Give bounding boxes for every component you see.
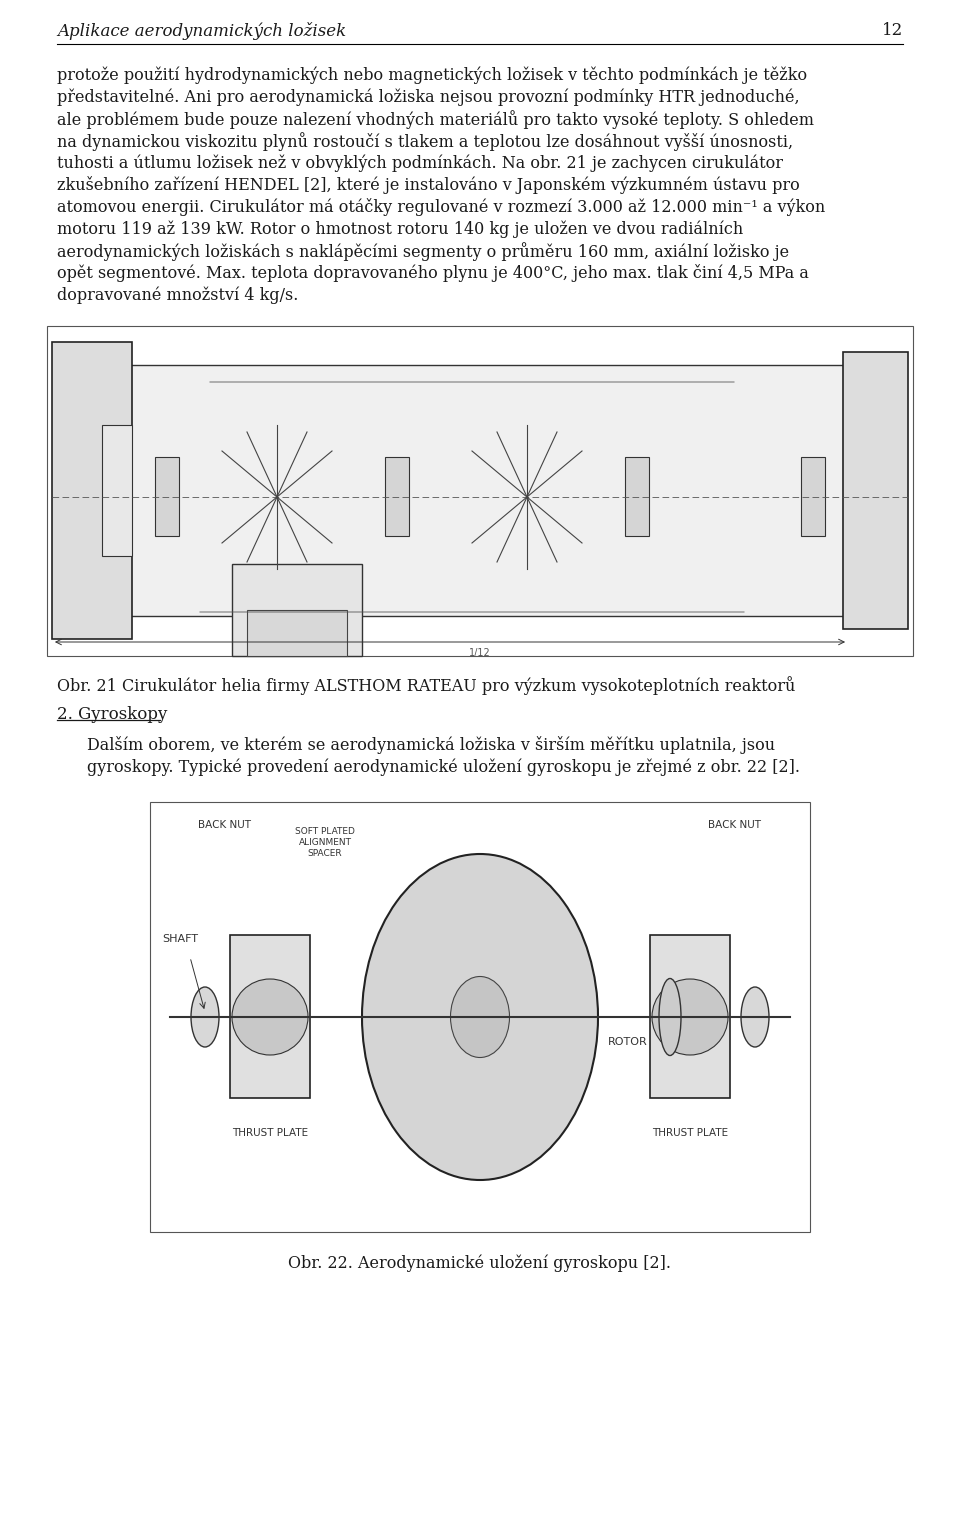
Bar bbox=[155, 457, 179, 537]
Text: motoru 119 až 139 kW. Rotor o hmotnost rotoru 140 kg je uložen ve dvou radiálníc: motoru 119 až 139 kW. Rotor o hmotnost r… bbox=[57, 220, 743, 237]
Text: tuhosti a útlumu ložisek než v obvyklých podmínkách. Na obr. 21 je zachycen ciru: tuhosti a útlumu ložisek než v obvyklých… bbox=[177, 154, 903, 171]
Text: ale problémem bude pouze nalezení vhodných materiálů pro takto vysoké teploty. S: ale problémem bude pouze nalezení vhodný… bbox=[146, 110, 903, 128]
Bar bbox=[230, 936, 310, 1098]
Text: 2. Gyroskopy: 2. Gyroskopy bbox=[57, 706, 167, 723]
Bar bbox=[801, 457, 825, 537]
Bar bbox=[150, 803, 810, 1232]
Text: zkušebního zařízení HENDEL [2], které je instalováno v Japonském výzkumném ústav: zkušebního zařízení HENDEL [2], které je… bbox=[160, 176, 903, 194]
Ellipse shape bbox=[659, 979, 681, 1055]
Bar bbox=[650, 936, 730, 1098]
Text: Dalším oborem, ve kterém se aerodynamická ložiska v širším měřítku uplatnila, js: Dalším oborem, ve kterém se aerodynamick… bbox=[87, 735, 775, 754]
Text: motoru 119 až 139 kW. Rotor o hmotnost rotoru 140 kg je uložen ve dvou radiálníc: motoru 119 až 139 kW. Rotor o hmotnost r… bbox=[217, 220, 903, 237]
Bar bbox=[232, 564, 362, 656]
Bar bbox=[247, 610, 347, 656]
Text: představitelné. Ani pro aerodynamická ložiska nejsou provozní podmínky HTR jedno: představitelné. Ani pro aerodynamická lo… bbox=[160, 89, 903, 106]
Bar bbox=[127, 365, 853, 616]
Text: THRUST PLATE: THRUST PLATE bbox=[652, 1128, 728, 1138]
Text: atomovou energii. Cirukulátor má otáčky regulované v rozmezí 3.000 až 12.000 min: atomovou energii. Cirukulátor má otáčky … bbox=[57, 197, 826, 216]
Circle shape bbox=[232, 979, 308, 1055]
Text: THRUST PLATE: THRUST PLATE bbox=[232, 1128, 308, 1138]
Text: Aplikace aerodynamických ložisek: Aplikace aerodynamických ložisek bbox=[57, 21, 347, 40]
Text: na dynamickou viskozitu plynů rostoučí s tlakem a teplotou lze dosáhnout vyšší ú: na dynamickou viskozitu plynů rostoučí s… bbox=[57, 131, 793, 151]
Circle shape bbox=[652, 979, 728, 1055]
Ellipse shape bbox=[741, 988, 769, 1047]
Text: atomovou energii. Cirukulátor má otáčky regulované v rozmezí 3.000 až 12.000 min: atomovou energii. Cirukulátor má otáčky … bbox=[134, 197, 903, 216]
Bar bbox=[102, 425, 132, 557]
Text: na dynamickou viskozitu plynů rostoučí s tlakem a teplotou lze dosáhnout vyšší ú: na dynamickou viskozitu plynů rostoučí s… bbox=[167, 131, 903, 151]
Text: opět segmentové. Max. teplota dopravovaného plynu je 400°C, jeho max. tlak činí : opět segmentové. Max. teplota dopravovan… bbox=[151, 265, 903, 281]
Text: ROTOR: ROTOR bbox=[608, 1037, 648, 1047]
Ellipse shape bbox=[279, 979, 301, 1055]
Text: 1/12: 1/12 bbox=[469, 648, 491, 657]
Ellipse shape bbox=[191, 988, 219, 1047]
Ellipse shape bbox=[362, 855, 598, 1180]
Text: SHAFT: SHAFT bbox=[162, 934, 198, 943]
Bar bbox=[52, 342, 132, 639]
Text: BACK NUT: BACK NUT bbox=[199, 820, 252, 830]
Text: dopravované množství 4 kg/s.: dopravované množství 4 kg/s. bbox=[57, 286, 299, 303]
Bar bbox=[625, 457, 649, 537]
Text: představitelné. Ani pro aerodynamická ložiska nejsou provozní podmínky HTR jedno: představitelné. Ani pro aerodynamická lo… bbox=[57, 89, 800, 106]
Text: aerodynamických ložiskách s naklápěcími segmenty o průměru 160 mm, axiální ložis: aerodynamických ložiskách s naklápěcími … bbox=[57, 242, 789, 261]
Text: BACK NUT: BACK NUT bbox=[708, 820, 761, 830]
Bar bbox=[843, 352, 908, 628]
Text: Obr. 22. Aerodynamické uložení gyroskopu [2].: Obr. 22. Aerodynamické uložení gyroskopu… bbox=[289, 1254, 671, 1272]
Text: tuhosti a útlumu ložisek než v obvyklých podmínkách. Na obr. 21 je zachycen ciru: tuhosti a útlumu ložisek než v obvyklých… bbox=[57, 154, 783, 171]
Text: protože použití hydrodynamických nebo magnetických ložisek v těchto podmínkách j: protože použití hydrodynamických nebo ma… bbox=[57, 66, 807, 84]
Bar bbox=[385, 457, 409, 537]
Bar bbox=[47, 326, 913, 656]
Text: protože použití hydrodynamických nebo magnetických ložisek v těchto podmínkách j: protože použití hydrodynamických nebo ma… bbox=[153, 66, 903, 84]
Text: aerodynamických ložiskách s naklápěcími segmenty o průměru 160 mm, axiální ložis: aerodynamických ložiskách s naklápěcími … bbox=[171, 242, 903, 261]
Ellipse shape bbox=[450, 977, 510, 1058]
Text: opět segmentové. Max. teplota dopravovaného plynu je 400°C, jeho max. tlak činí : opět segmentové. Max. teplota dopravovan… bbox=[57, 265, 809, 281]
Text: Dalším oborem, ve kterém se aerodynamická ložiska v širším měřítku uplatnila, js: Dalším oborem, ve kterém se aerodynamick… bbox=[215, 735, 903, 754]
Text: ale problémem bude pouze nalezení vhodných materiálů pro takto vysoké teploty. S: ale problémem bude pouze nalezení vhodný… bbox=[57, 110, 814, 128]
Text: zkušebního zařízení HENDEL [2], které je instalováno v Japonském výzkumném ústav: zkušebního zařízení HENDEL [2], které je… bbox=[57, 176, 800, 194]
Text: SOFT PLATED
ALIGNMENT
SPACER: SOFT PLATED ALIGNMENT SPACER bbox=[295, 827, 355, 858]
Text: gyroskopy. Typické provedení aerodynamické uložení gyroskopu je zřejmé z obr. 22: gyroskopy. Typické provedení aerodynamic… bbox=[87, 758, 800, 775]
Text: Obr. 21 Cirukulátor helia firmy ALSTHOM RATEAU pro výzkum vysokoteplotních reakt: Obr. 21 Cirukulátor helia firmy ALSTHOM … bbox=[57, 676, 796, 694]
Text: 12: 12 bbox=[881, 21, 903, 40]
